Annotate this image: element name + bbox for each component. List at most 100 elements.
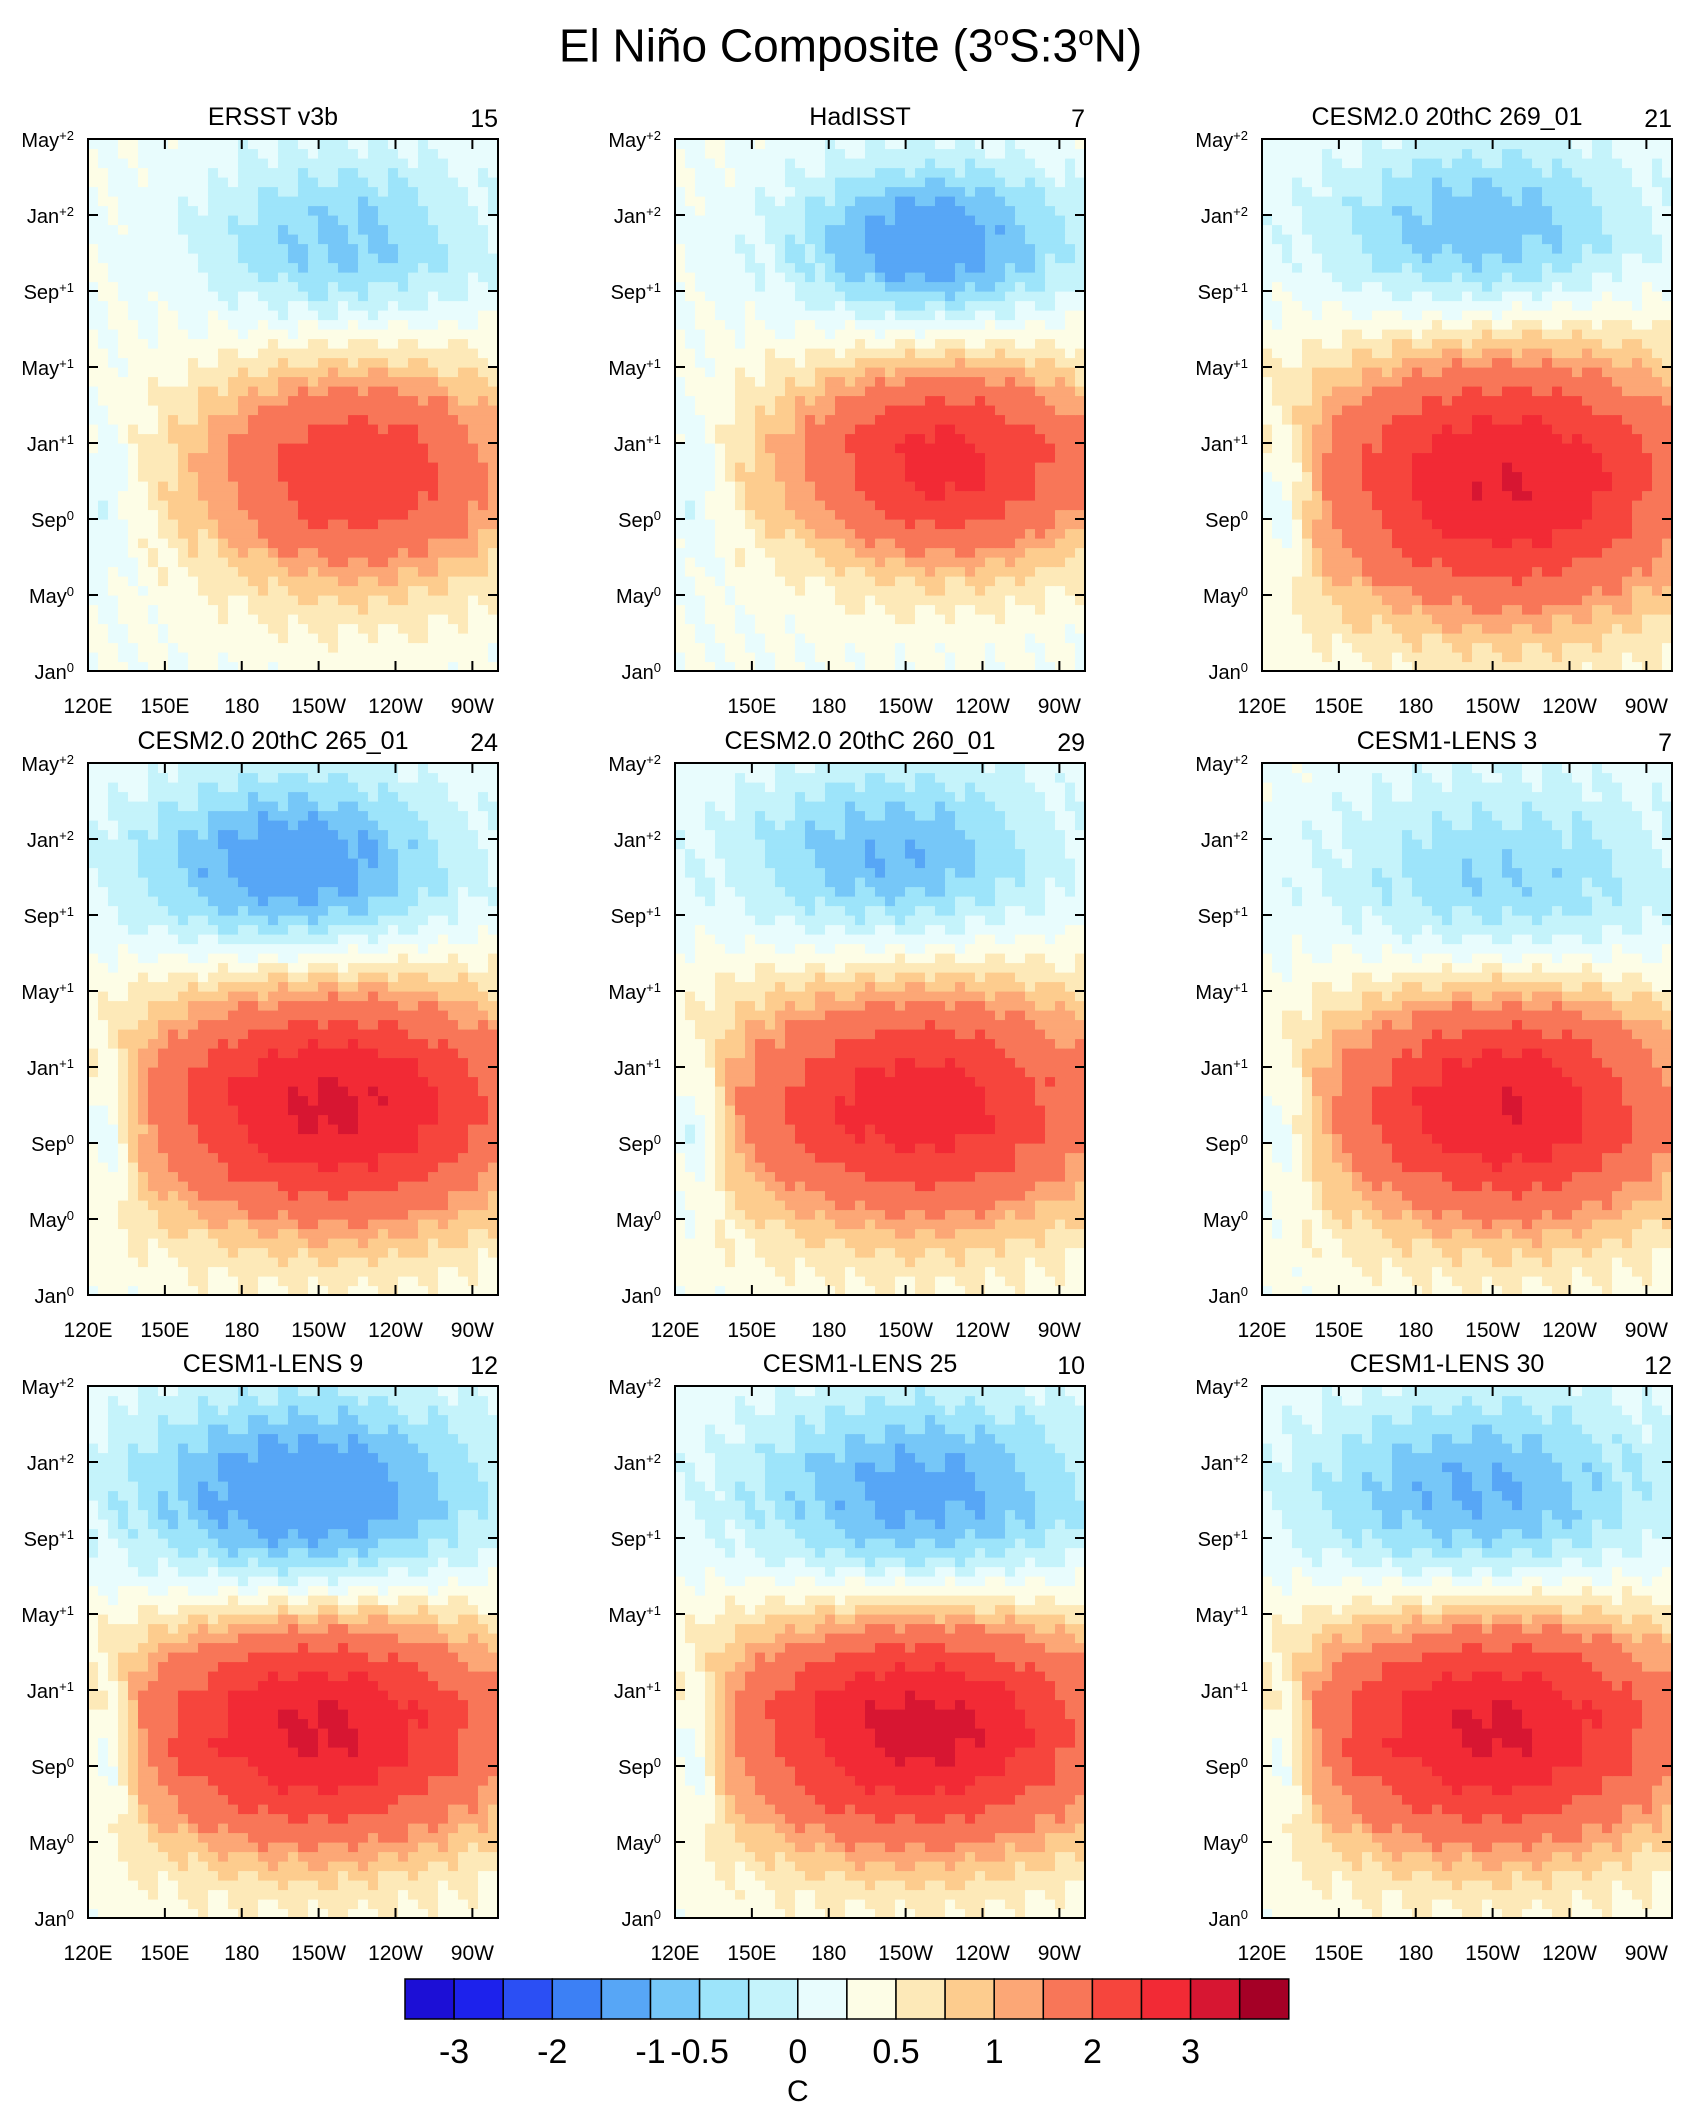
field-cell	[458, 443, 469, 454]
field-cell	[338, 386, 349, 397]
field-cell	[1035, 642, 1046, 653]
field-cell	[218, 234, 229, 245]
field-cell	[1602, 614, 1613, 625]
field-cell	[408, 319, 419, 330]
field-cell	[1015, 281, 1026, 292]
field-cell	[228, 158, 239, 169]
field-cell	[378, 395, 389, 406]
field-cell	[675, 652, 686, 663]
field-cell	[955, 300, 966, 311]
field-cell	[1075, 528, 1086, 539]
field-cell	[675, 205, 686, 216]
field-cell	[1025, 604, 1036, 615]
field-cell	[975, 595, 986, 606]
field-cell	[825, 348, 836, 359]
field-cell	[158, 500, 169, 511]
field-cell	[358, 253, 369, 264]
field-cell	[208, 196, 219, 207]
field-cell	[1045, 566, 1056, 577]
field-cell	[438, 186, 449, 197]
field-cell	[905, 158, 916, 169]
field-cell	[845, 557, 856, 568]
field-cell	[138, 443, 149, 454]
field-cell	[955, 528, 966, 539]
field-cell	[248, 509, 259, 520]
field-cell	[845, 338, 856, 349]
field-cell	[965, 319, 976, 330]
field-cell	[338, 642, 349, 653]
field-cell	[865, 661, 876, 672]
field-cell	[1452, 604, 1463, 615]
field-cell	[815, 205, 826, 216]
field-cell	[835, 348, 846, 359]
field-cell	[238, 338, 249, 349]
field-cell	[448, 661, 459, 672]
field-cell	[248, 215, 259, 226]
field-cell	[695, 196, 706, 207]
field-cell	[108, 158, 119, 169]
field-cell	[1612, 642, 1623, 653]
x-tick-label: 120W	[955, 695, 1010, 718]
field-cell	[705, 557, 716, 568]
field-cell	[965, 167, 976, 178]
field-cell	[835, 652, 846, 663]
field-cell	[338, 519, 349, 530]
field-cell	[865, 566, 876, 577]
field-cell	[328, 509, 339, 520]
field-cell	[248, 585, 259, 596]
field-cell	[238, 291, 249, 302]
field-cell	[158, 234, 169, 245]
field-cell	[985, 642, 996, 653]
field-cell	[885, 224, 896, 235]
field-cell	[1035, 452, 1046, 463]
field-cell	[208, 585, 219, 596]
field-cell	[745, 177, 756, 188]
field-cell	[695, 158, 706, 169]
field-cell	[468, 215, 479, 226]
field-cell	[158, 661, 169, 672]
field-cell	[765, 139, 776, 150]
field-cell	[218, 642, 229, 653]
field-cell	[805, 547, 816, 558]
field-cell	[1035, 196, 1046, 207]
field-cell	[885, 509, 896, 520]
field-cell	[1562, 614, 1573, 625]
field-cell	[148, 158, 159, 169]
field-cell	[378, 215, 389, 226]
title-degree-2: o	[1078, 20, 1094, 51]
field-cell	[168, 509, 179, 520]
field-cell	[815, 196, 826, 207]
field-cell	[218, 509, 229, 520]
field-cell	[308, 443, 319, 454]
field-cell	[845, 300, 856, 311]
field-cell	[845, 661, 856, 672]
field-cell	[408, 433, 419, 444]
field-cell	[168, 604, 179, 615]
field-cell	[218, 519, 229, 530]
field-cell	[1045, 177, 1056, 188]
field-cell	[1005, 623, 1016, 634]
field-cell	[438, 158, 449, 169]
field-cell	[138, 148, 149, 159]
field-cell	[448, 471, 459, 482]
field-cell	[1025, 566, 1036, 577]
field-cell	[805, 300, 816, 311]
field-cell	[368, 310, 379, 321]
field-cell	[228, 490, 239, 501]
field-cell	[458, 319, 469, 330]
field-cell	[1055, 158, 1066, 169]
field-cell	[785, 348, 796, 359]
field-cell	[478, 167, 489, 178]
field-cell	[338, 452, 349, 463]
field-cell	[915, 319, 926, 330]
field-cell	[378, 177, 389, 188]
field-cell	[875, 243, 886, 254]
field-cell	[328, 538, 339, 549]
field-cell	[278, 319, 289, 330]
field-cell	[288, 661, 299, 672]
sst-anomaly-field	[675, 139, 1086, 672]
field-cell	[218, 652, 229, 663]
field-cell	[1302, 623, 1313, 634]
field-cell	[855, 490, 866, 501]
field-cell	[895, 186, 906, 197]
